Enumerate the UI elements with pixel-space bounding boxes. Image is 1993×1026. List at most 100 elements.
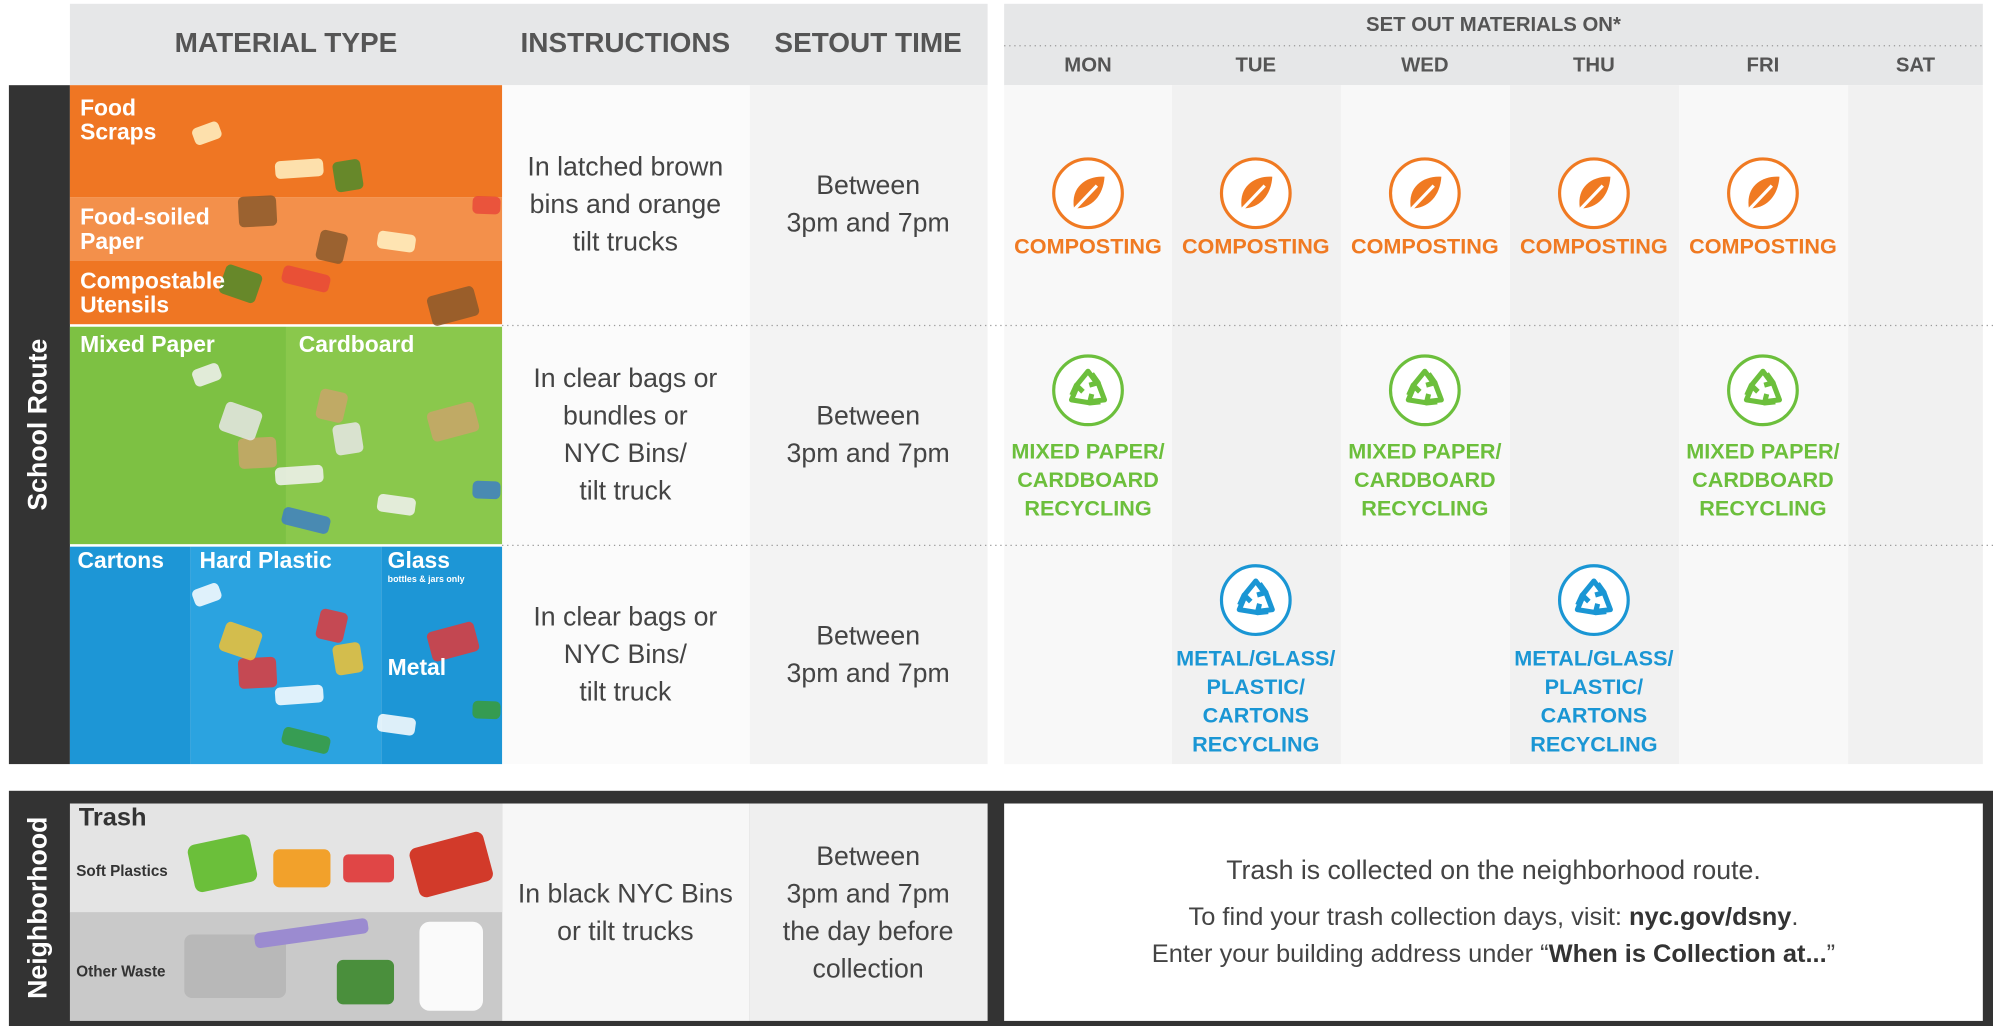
item-illustration [273,849,331,888]
material-label: Scraps [80,119,156,145]
stream-label: RECYCLING [1699,496,1826,521]
material-label: Cardboard [299,331,415,357]
day-label: MON [1064,54,1111,76]
material-illustrations [192,583,501,754]
instructions-text: NYC Bins/ [564,639,688,669]
item-illustration [237,195,278,228]
stream-label: RECYCLING [1361,496,1488,521]
instructions-text: In latched brown [527,152,723,182]
header-bg [69,3,988,86]
message-text: To find your trash collection days, visi… [1189,903,1799,931]
material-label: Paper [80,228,144,254]
material-label: Compostable [80,267,225,293]
instructions-text: tilt truck [579,677,672,707]
item-illustration [192,121,222,145]
message-cell [1004,803,1983,1021]
collection-day: COMPOSTING [1689,157,1837,259]
item-illustration [218,401,263,441]
recycle-arrow [1592,591,1613,616]
recycle-arrow [1423,382,1444,406]
material-label: Glass [388,547,450,573]
setout-text: the day before [783,916,954,946]
instructions-cell [502,803,750,1021]
stream-label: MIXED PAPER/ [1686,438,1839,463]
day-label: FRI [1747,54,1780,76]
stream-label: RECYCLING [1192,731,1319,756]
stream-label: COMPOSTING [1520,234,1668,259]
item-illustration [426,621,480,662]
item-illustration [218,621,263,661]
item-illustration [192,363,222,387]
header-bg [1004,3,1983,86]
collection-day: COMPOSTING [1014,157,1162,259]
route-label: School Route [22,339,52,511]
stream-label: CARDBOARD [1354,467,1496,492]
item-illustration [184,934,286,999]
day-column [1848,85,1983,765]
message-part: ” [1827,940,1835,968]
collection-day: COMPOSTING [1182,157,1330,259]
recycle-arrow [1405,382,1427,406]
header-label: SET OUT MATERIALS ON* [1366,14,1621,36]
item-illustration [332,422,364,456]
material-label: Food [80,94,136,120]
instructions-text: In black NYC Bins [518,878,733,908]
setout-text: 3pm and 7pm [787,878,950,908]
message-part: To find your trash collection days, visi… [1189,903,1630,931]
item-illustration [254,918,369,949]
setout-text: Between [816,841,920,871]
material-illustrations [192,121,501,326]
material-label: Utensils [80,291,169,317]
item-label: Soft Plastics [76,863,168,880]
item-illustration [274,464,324,486]
leaf-vein [1745,184,1773,214]
collection-day: METAL/GLASS/PLASTIC/CARTONS RECYCLING [1514,564,1674,756]
item-illustration [315,229,348,264]
item-illustration [343,854,395,883]
message-part: Enter your building address under “ [1152,940,1549,968]
material-cell [69,546,191,765]
recycle-arrow [1254,591,1275,616]
item-illustration [274,684,324,706]
item-illustration [315,608,348,643]
stream-label: RECYCLING [1530,731,1657,756]
collection-day: MIXED PAPER/CARDBOARD RECYCLING [1011,354,1165,521]
stream-label: COMPOSTING [1182,234,1330,259]
setout-text: Between [816,400,920,430]
message-emphasis: When is Collection at... [1549,940,1827,968]
material-label: Cartons [78,547,164,573]
item-illustration [472,700,501,720]
stream-label: PLASTIC/ [1207,674,1305,699]
stream-label: MIXED PAPER/ [1011,438,1164,463]
item-illustration [376,230,416,253]
setout-text: Between [816,620,920,650]
message-text: Trash is collected on the neighborhood r… [1226,855,1761,885]
header-label: SETOUT TIME [774,27,961,58]
setout-text: 3pm and 7pm [787,658,950,688]
stream-icon [1557,564,1630,637]
item-illustration [187,834,258,893]
item-illustration [237,656,278,689]
recycle-arrow [1749,368,1776,388]
recycle-arrow [1580,578,1607,598]
setout-text: 3pm and 7pm [787,438,950,468]
instructions-text: NYC Bins/ [564,438,688,468]
stream-icon [1052,354,1124,427]
instructions-text: tilt trucks [573,227,678,257]
material-label: Hard Plastic [200,547,332,573]
recycle-arrow [1086,382,1108,406]
leaf-vein [1576,184,1604,214]
stream-label: CARTONS [1203,703,1309,728]
item-illustration [218,264,263,304]
collection-day: MIXED PAPER/CARDBOARD RECYCLING [1348,354,1501,521]
item-illustration [281,265,331,293]
leaf-vein [1238,184,1266,214]
material-label: Metal [388,654,446,680]
material-label: Mixed Paper [80,331,215,357]
item-illustration [315,388,348,423]
item-illustration [426,286,480,326]
instructions-column [502,85,750,765]
item-illustration [281,507,331,534]
